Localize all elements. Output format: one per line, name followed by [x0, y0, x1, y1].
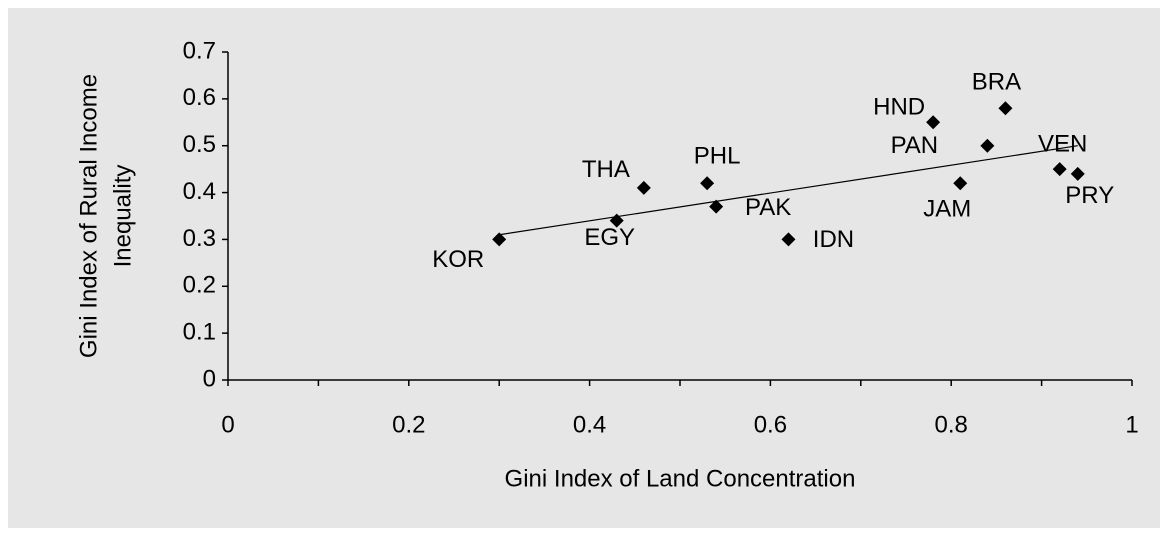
y-tick-label: 0.3 [183, 225, 216, 252]
trendline [499, 145, 1078, 236]
y-tick-label: 0.6 [183, 84, 216, 111]
point-label: PAK [745, 194, 791, 221]
x-tick-label: 0 [221, 411, 234, 438]
point [926, 115, 941, 130]
point-label: VEN [1038, 130, 1087, 157]
point [953, 176, 968, 191]
point-label: BRA [972, 69, 1021, 96]
chart-background [8, 8, 1160, 528]
point [700, 176, 715, 191]
point-label: PRY [1065, 182, 1114, 209]
point [492, 232, 507, 247]
point-label: JAM [923, 196, 971, 223]
y-axis-title: Gini Index of Rural Income [75, 74, 102, 358]
y-tick-label: 0.2 [183, 272, 216, 299]
x-tick-label: 0.8 [935, 411, 968, 438]
y-tick-label: 0.4 [183, 178, 216, 205]
x-axis-title: Gini Index of Land Concentration [505, 465, 856, 492]
y-tick-label: 0.1 [183, 318, 216, 345]
point [609, 213, 624, 228]
y-tick-label: 0 [203, 365, 216, 392]
point [998, 101, 1013, 116]
point-label: EGY [584, 224, 635, 251]
y-tick-label: 0.7 [183, 37, 216, 64]
point [1070, 166, 1085, 181]
point-label: PAN [891, 132, 939, 159]
point-label: PHL [694, 143, 741, 170]
x-tick-label: 0.4 [573, 411, 606, 438]
point [781, 232, 796, 247]
point [980, 138, 995, 153]
point [1052, 162, 1067, 177]
point-label: IDN [813, 226, 854, 253]
point-label: THA [582, 156, 630, 183]
point [636, 180, 651, 195]
point-label: HND [873, 94, 925, 121]
y-axis-title: Inequality [109, 165, 136, 268]
x-tick-label: 1 [1125, 411, 1138, 438]
x-tick-label: 0.6 [754, 411, 787, 438]
point [709, 199, 724, 214]
x-tick-label: 0.2 [392, 411, 425, 438]
point-label: KOR [432, 246, 484, 273]
y-tick-label: 0.5 [183, 131, 216, 158]
